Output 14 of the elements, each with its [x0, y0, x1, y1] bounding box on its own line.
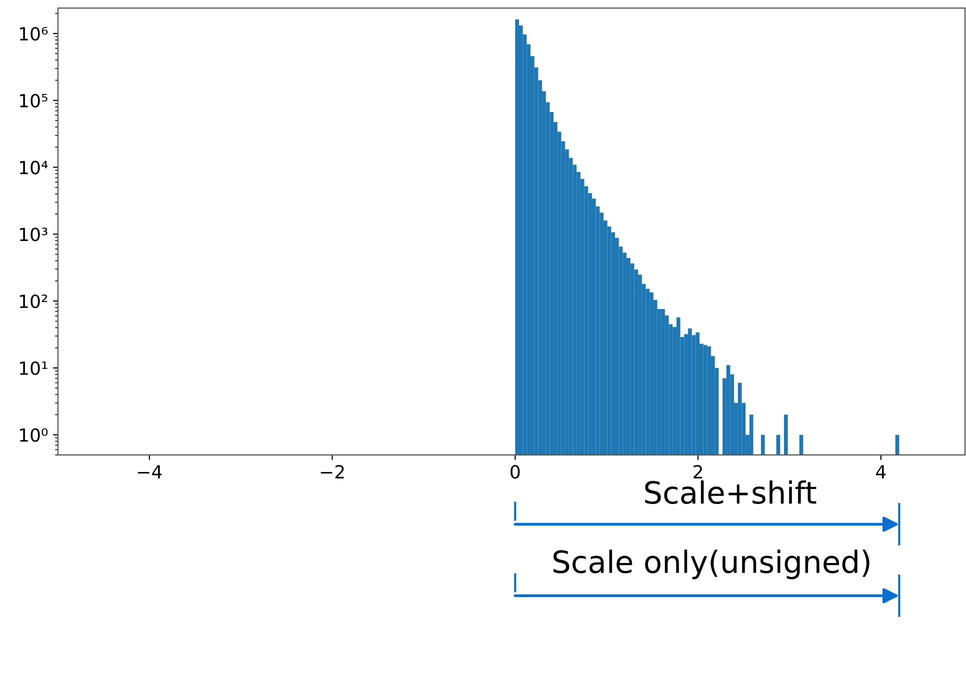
text: Scale+shift — [645, 480, 816, 504]
y-tick-label: 10⁶ — [20, 26, 48, 41]
x-tick-label: 2 — [694, 464, 702, 478]
text: Scale only(unsigned) — [554, 550, 870, 580]
x-tick-label: −4 — [138, 465, 162, 478]
y-tick-label: 10¹ — [20, 361, 48, 376]
x-tick-label: 0 — [510, 464, 520, 479]
x-tick-label: −2 — [320, 464, 344, 478]
y-tick-label: 10⁰ — [20, 428, 48, 442]
y-tick-label: 10³ — [20, 228, 48, 242]
y-tick-label: 10⁴ — [20, 160, 48, 174]
x-tick-label: 4 — [876, 465, 886, 478]
y-tick-label: 10² — [20, 294, 48, 308]
y-tick-label: 10⁵ — [20, 94, 48, 108]
